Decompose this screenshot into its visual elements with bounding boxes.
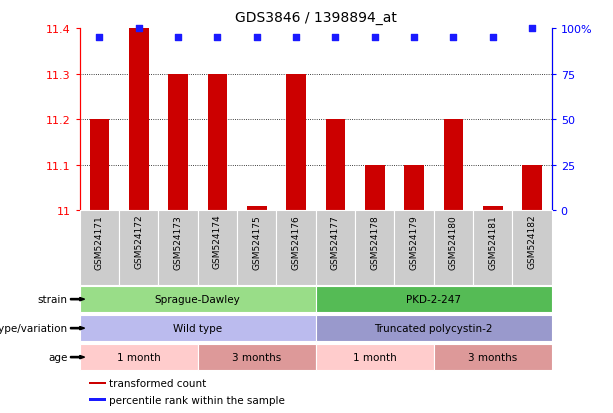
Text: GSM524180: GSM524180: [449, 214, 458, 269]
Text: GSM524174: GSM524174: [213, 214, 222, 269]
FancyBboxPatch shape: [434, 211, 473, 285]
Text: 1 month: 1 month: [353, 352, 397, 362]
Text: Truncated polycystin-2: Truncated polycystin-2: [375, 323, 493, 333]
Text: GSM524178: GSM524178: [370, 214, 379, 269]
Bar: [129, 29, 148, 211]
FancyBboxPatch shape: [355, 211, 394, 285]
Bar: [89, 382, 106, 384]
Text: GSM524179: GSM524179: [409, 214, 419, 269]
Bar: [483, 206, 503, 211]
Point: [449, 35, 459, 41]
Bar: [434, 344, 552, 370]
Text: PKD-2-247: PKD-2-247: [406, 294, 461, 304]
FancyBboxPatch shape: [394, 211, 434, 285]
Text: age: age: [48, 352, 67, 362]
Text: GSM524181: GSM524181: [488, 214, 497, 269]
Bar: [89, 399, 106, 401]
Text: strain: strain: [37, 294, 67, 304]
Bar: [444, 120, 463, 211]
Bar: [80, 287, 316, 312]
Text: GSM524176: GSM524176: [292, 214, 300, 269]
FancyBboxPatch shape: [237, 211, 276, 285]
Point: [213, 35, 223, 41]
Text: GSM524182: GSM524182: [528, 214, 536, 269]
Point: [252, 35, 262, 41]
Point: [94, 35, 104, 41]
Bar: [208, 74, 227, 211]
Bar: [197, 344, 316, 370]
Text: Sprague-Dawley: Sprague-Dawley: [155, 294, 240, 304]
Point: [409, 35, 419, 41]
Point: [173, 35, 183, 41]
Point: [488, 35, 498, 41]
FancyBboxPatch shape: [197, 211, 237, 285]
Bar: [89, 120, 109, 211]
Bar: [522, 165, 542, 211]
Point: [527, 26, 537, 32]
Text: GSM524172: GSM524172: [134, 214, 143, 269]
FancyBboxPatch shape: [316, 211, 355, 285]
Text: 3 months: 3 months: [232, 352, 281, 362]
Text: 1 month: 1 month: [117, 352, 161, 362]
Bar: [168, 74, 188, 211]
Bar: [316, 316, 552, 341]
Title: GDS3846 / 1398894_at: GDS3846 / 1398894_at: [235, 11, 397, 25]
Text: GSM524175: GSM524175: [252, 214, 261, 269]
FancyBboxPatch shape: [276, 211, 316, 285]
FancyBboxPatch shape: [512, 211, 552, 285]
Bar: [80, 344, 197, 370]
Bar: [286, 74, 306, 211]
Bar: [316, 287, 552, 312]
FancyBboxPatch shape: [119, 211, 158, 285]
Point: [134, 26, 143, 32]
FancyBboxPatch shape: [158, 211, 197, 285]
Text: percentile rank within the sample: percentile rank within the sample: [109, 394, 285, 405]
Point: [370, 35, 379, 41]
Text: genotype/variation: genotype/variation: [0, 323, 67, 333]
FancyBboxPatch shape: [473, 211, 512, 285]
Point: [330, 35, 340, 41]
Point: [291, 35, 301, 41]
Bar: [247, 206, 267, 211]
Text: GSM524173: GSM524173: [173, 214, 183, 269]
Text: GSM524177: GSM524177: [331, 214, 340, 269]
Bar: [365, 165, 384, 211]
Text: 3 months: 3 months: [468, 352, 517, 362]
Bar: [316, 344, 434, 370]
Text: GSM524171: GSM524171: [95, 214, 104, 269]
Bar: [404, 165, 424, 211]
FancyBboxPatch shape: [80, 211, 119, 285]
Text: transformed count: transformed count: [109, 378, 206, 388]
Bar: [326, 120, 345, 211]
Bar: [80, 316, 316, 341]
Text: Wild type: Wild type: [173, 323, 223, 333]
